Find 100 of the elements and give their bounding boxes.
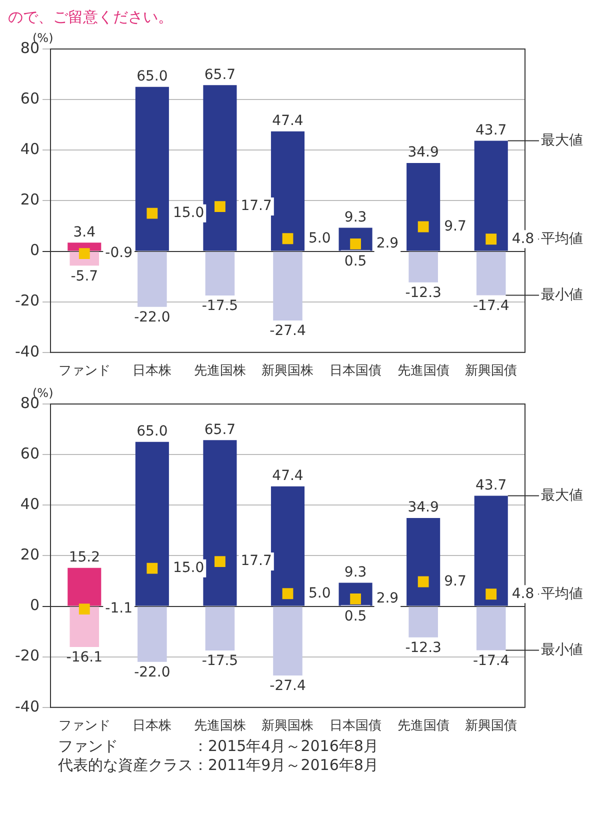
bar xyxy=(138,252,167,307)
bar xyxy=(406,518,440,606)
data-label: -16.1 xyxy=(66,650,103,666)
text: 最大値 xyxy=(541,487,583,504)
x-tick-label: 先進国株 xyxy=(194,364,246,379)
data-label: -22.0 xyxy=(134,664,170,681)
text: 最小値 xyxy=(541,286,583,303)
bar xyxy=(70,606,100,647)
text: 最大値 xyxy=(541,132,583,148)
data-label: 2.9 xyxy=(376,590,399,607)
bar xyxy=(135,442,169,606)
data-label: 9.7 xyxy=(444,218,466,234)
data-label: -5.7 xyxy=(70,268,98,284)
point xyxy=(486,234,497,245)
data-label: 65.7 xyxy=(204,422,236,438)
data-label: -1.1 xyxy=(105,600,132,617)
x-tick-label: 先進国債 xyxy=(397,364,450,379)
y-tick-label: 40 xyxy=(20,140,40,158)
data-label: -17.5 xyxy=(202,653,238,670)
data-label: 65.7 xyxy=(204,66,236,83)
y-tick-label: 40 xyxy=(20,495,40,514)
point xyxy=(418,221,429,232)
data-label: 0.5 xyxy=(344,608,367,624)
x-tick-label: ファンド xyxy=(58,364,110,379)
x-tick-label: 日本株 xyxy=(132,364,172,379)
bar xyxy=(270,131,305,251)
bar xyxy=(270,486,305,606)
data-label: -17.4 xyxy=(472,298,510,314)
data-label: 9.3 xyxy=(344,564,367,580)
bar xyxy=(474,496,508,606)
bar xyxy=(68,568,102,606)
bar xyxy=(205,252,235,296)
bar xyxy=(408,252,438,282)
data-label: 5.0 xyxy=(308,585,331,602)
text: ので、ご留意ください。 xyxy=(8,8,174,27)
point xyxy=(486,588,497,600)
bar xyxy=(406,163,440,251)
bar xyxy=(138,606,167,662)
data-label: 15.0 xyxy=(172,560,204,576)
x-tick-label: 新興国株 xyxy=(262,718,314,734)
point xyxy=(282,233,294,244)
x-tick-label: 新興国債 xyxy=(465,364,518,379)
y-tick-label: 20 xyxy=(20,190,40,209)
text: 最小値 xyxy=(541,642,583,658)
data-label: -0.9 xyxy=(105,245,132,262)
data-label: 0.5 xyxy=(344,253,367,270)
data-label: 5.0 xyxy=(308,230,331,246)
data-label: 2.9 xyxy=(376,236,399,252)
bar xyxy=(203,440,237,606)
x-tick-label: ファンド xyxy=(58,718,110,734)
data-label: 15.0 xyxy=(172,204,204,221)
bar xyxy=(203,85,237,251)
data-label: -17.4 xyxy=(472,652,510,669)
data-label: 34.9 xyxy=(408,500,439,516)
text: 平均値 xyxy=(541,230,583,247)
point xyxy=(78,604,90,614)
data-label: -12.3 xyxy=(405,640,442,656)
bar xyxy=(135,86,169,251)
y-tick-label: 20 xyxy=(20,546,40,564)
data-label: 9.7 xyxy=(444,573,466,590)
data-label: -12.3 xyxy=(405,285,442,302)
data-label: 3.4 xyxy=(73,224,96,240)
text: 平均値 xyxy=(541,586,583,602)
point xyxy=(146,208,158,219)
point xyxy=(418,576,429,588)
point xyxy=(214,556,226,567)
y-tick-label: -20 xyxy=(15,646,40,665)
bar xyxy=(273,606,302,676)
data-label: 47.4 xyxy=(272,113,304,130)
data-label: -27.4 xyxy=(270,323,306,340)
y-tick-label: 0 xyxy=(30,241,40,260)
data-label: -22.0 xyxy=(134,310,170,326)
y-tick-label: -40 xyxy=(15,697,40,716)
x-tick-label: 日本国債 xyxy=(330,718,382,734)
bar xyxy=(205,606,235,651)
x-tick-label: 先進国株 xyxy=(194,718,246,734)
data-label: 4.8 xyxy=(512,230,534,247)
x-tick-label: 新興国債 xyxy=(465,718,518,734)
data-label: 47.4 xyxy=(272,468,304,484)
bar xyxy=(273,252,302,321)
x-tick-label: 日本株 xyxy=(132,718,172,734)
point xyxy=(214,201,226,212)
data-label: 43.7 xyxy=(476,477,507,494)
y-tick-label: -40 xyxy=(15,342,40,360)
data-label: 65.0 xyxy=(136,68,168,85)
x-tick-label: 日本国債 xyxy=(330,364,382,379)
data-label: 4.8 xyxy=(512,586,534,602)
data-label: 9.3 xyxy=(344,209,367,226)
x-tick-label: 新興国株 xyxy=(262,364,314,379)
text: 代表的な資産クラス：2011年9月～2016年8月 xyxy=(58,756,380,775)
data-label: 17.7 xyxy=(240,198,272,214)
x-tick-label: 先進国債 xyxy=(397,718,450,734)
y-tick-label: 0 xyxy=(30,596,40,614)
data-label: 43.7 xyxy=(476,122,507,138)
point xyxy=(146,562,158,574)
data-label: 34.9 xyxy=(408,144,439,161)
data-label: -17.5 xyxy=(202,298,238,314)
bar xyxy=(474,140,508,251)
bar xyxy=(476,606,506,650)
data-label: -27.4 xyxy=(270,678,306,694)
